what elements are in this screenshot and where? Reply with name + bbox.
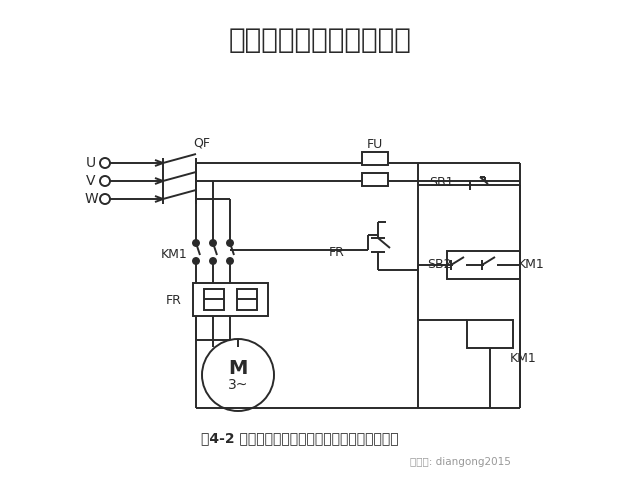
Circle shape (227, 258, 233, 264)
Text: SB2: SB2 (428, 259, 452, 272)
Text: M: M (228, 360, 248, 379)
Circle shape (227, 240, 233, 246)
Text: KM1: KM1 (510, 351, 537, 364)
Text: KM1: KM1 (518, 259, 545, 272)
Circle shape (210, 258, 216, 264)
Bar (237, 289, 257, 310)
Bar (467, 320, 513, 348)
Text: 3~: 3~ (228, 378, 248, 392)
Text: W: W (84, 192, 98, 206)
Text: KM1: KM1 (161, 249, 188, 262)
Bar (447, 251, 520, 279)
Text: 电动机的启动与停止电路: 电动机的启动与停止电路 (228, 26, 412, 54)
Bar (193, 283, 268, 316)
Bar (362, 152, 388, 165)
Circle shape (193, 240, 199, 246)
Text: FR: FR (329, 245, 345, 259)
Bar (204, 289, 224, 310)
Text: FR: FR (166, 293, 182, 307)
Text: 微信号: diangong2015: 微信号: diangong2015 (410, 457, 511, 467)
Text: U: U (86, 156, 96, 170)
Text: FU: FU (367, 139, 383, 152)
Circle shape (193, 258, 199, 264)
Text: V: V (86, 174, 96, 188)
Bar (362, 173, 388, 186)
Text: 图4-2 三相异步电动机直接起动、停车的控制电路: 图4-2 三相异步电动机直接起动、停车的控制电路 (201, 431, 399, 445)
Circle shape (210, 240, 216, 246)
Text: SB1: SB1 (429, 177, 454, 190)
Text: QF: QF (193, 136, 210, 149)
